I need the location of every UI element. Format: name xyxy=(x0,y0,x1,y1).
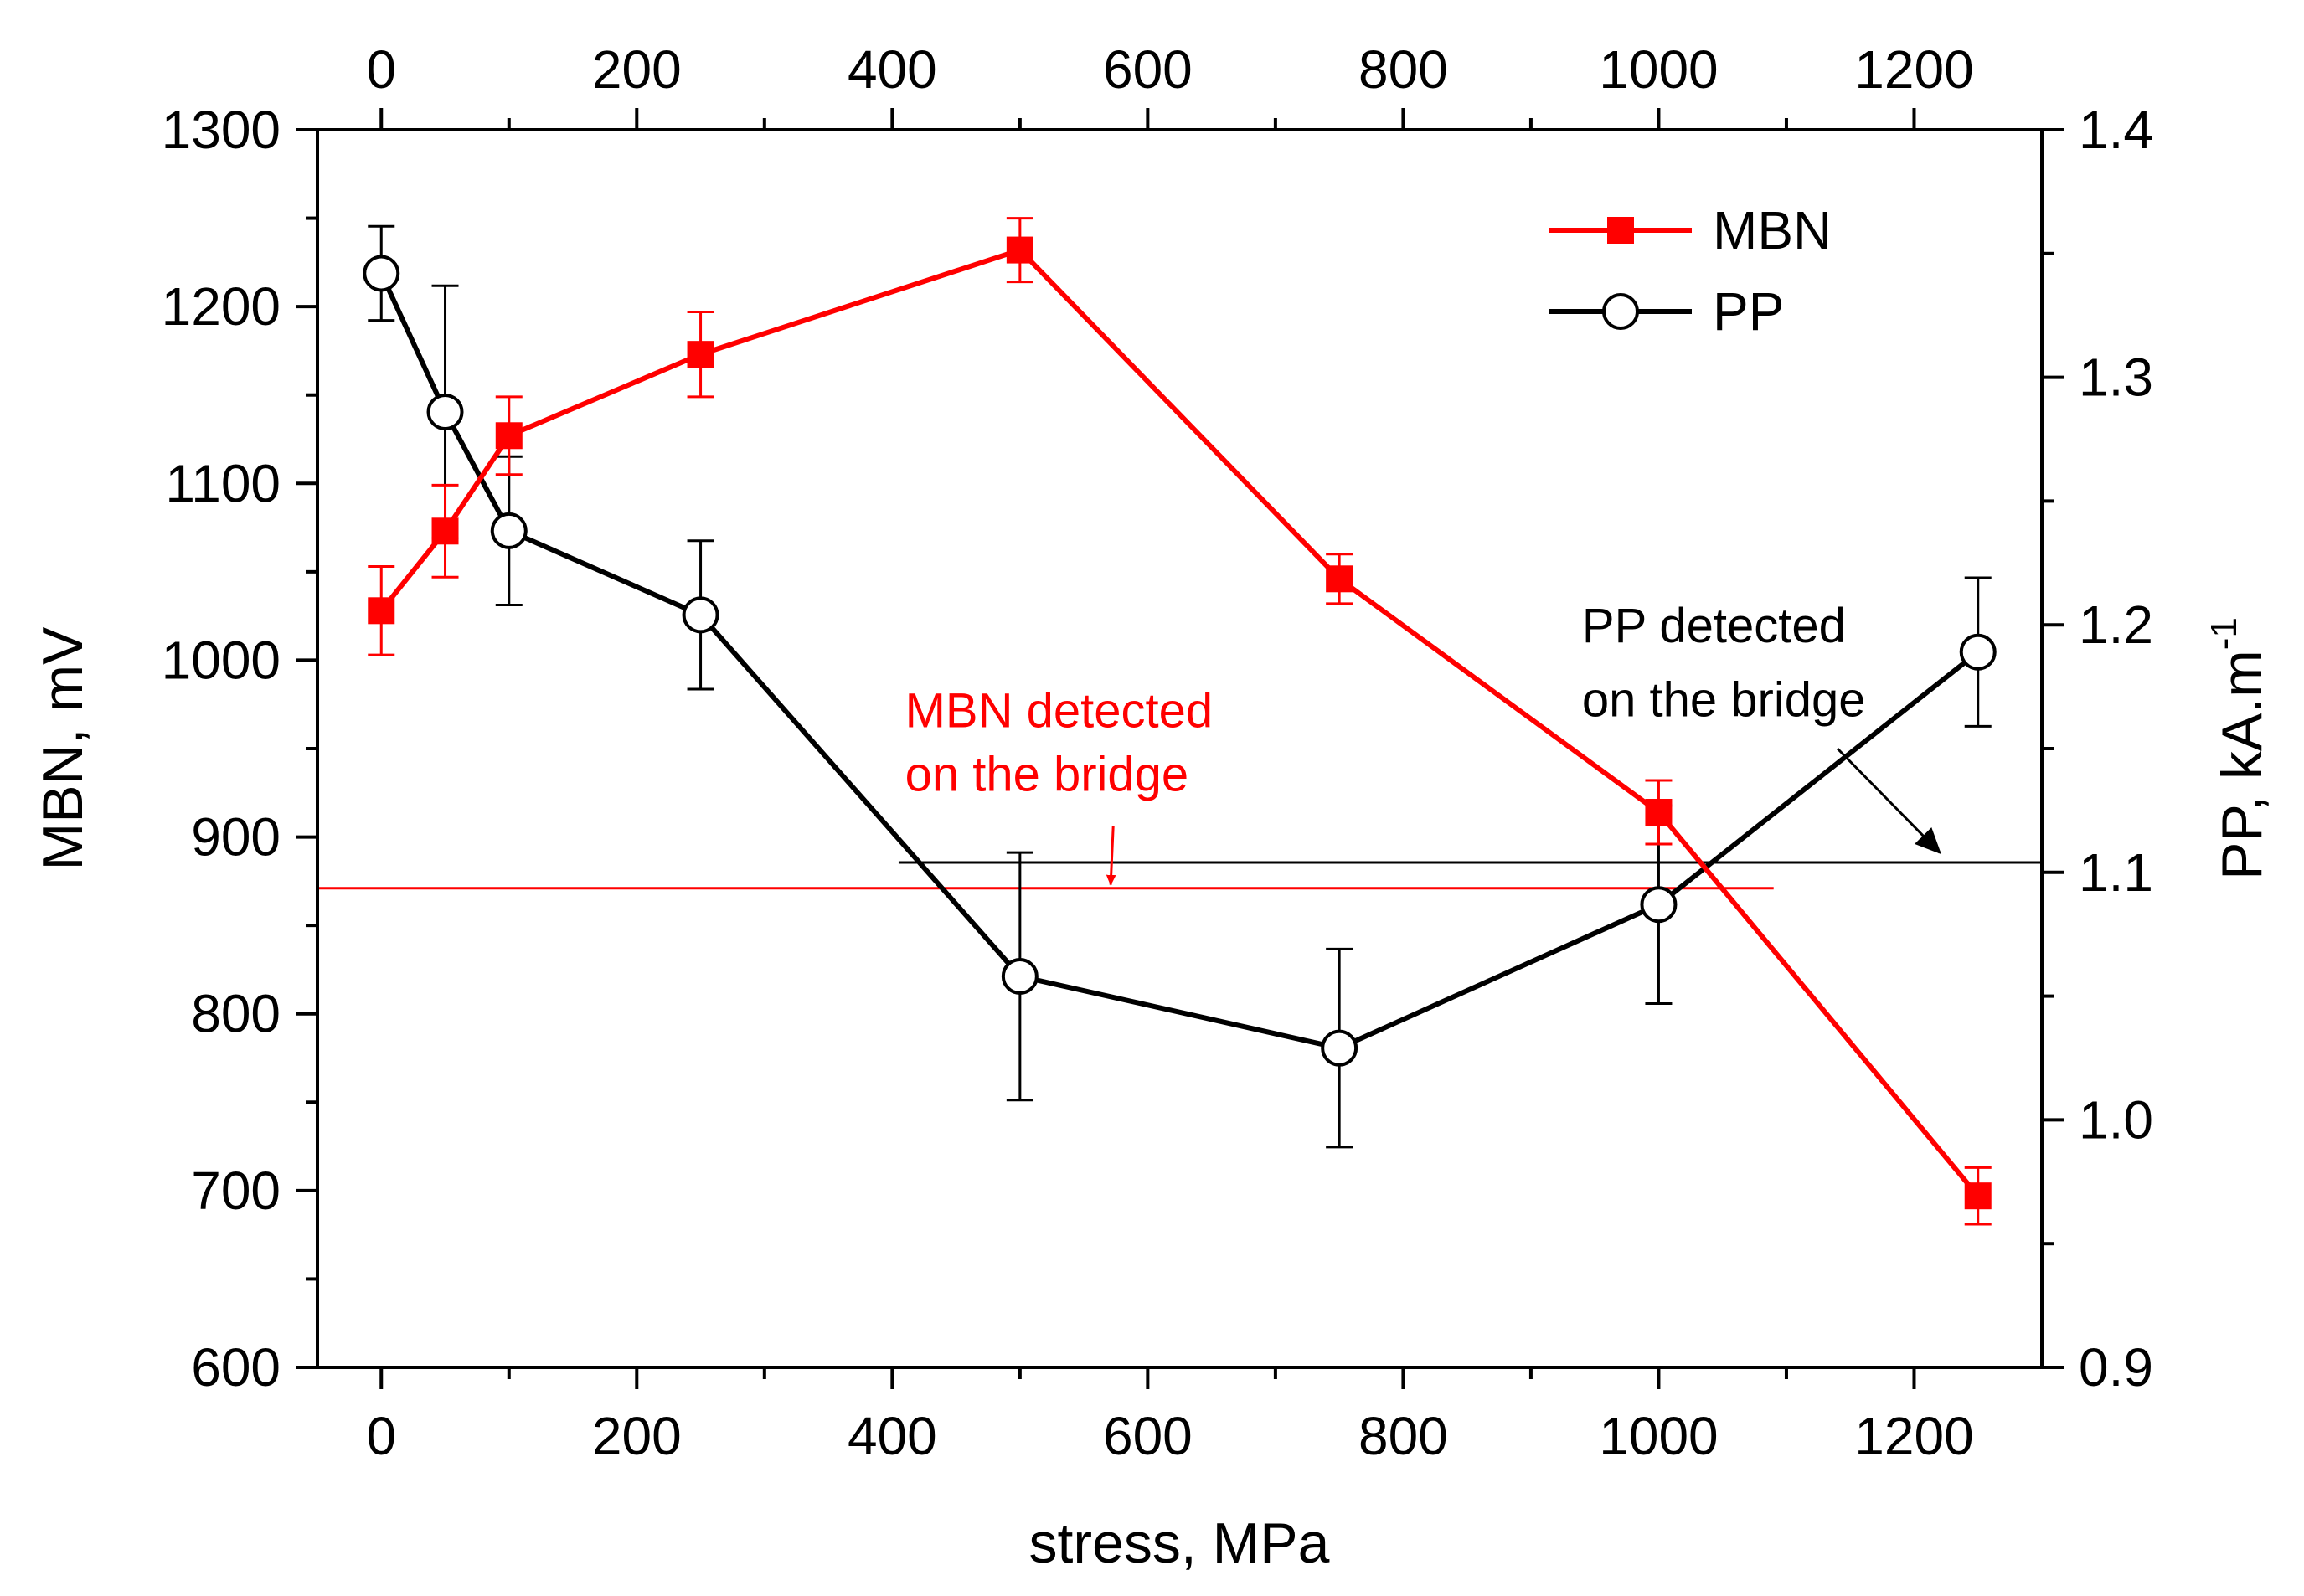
data-point xyxy=(1640,886,1678,924)
annotation-arrow xyxy=(1836,747,1941,855)
y-right-tick-label: 1.4 xyxy=(2079,100,2153,160)
x-axis-title: stress, MPa xyxy=(1029,1511,1330,1575)
x-tick-label-top: 200 xyxy=(592,39,682,100)
x-tick-label-bottom: 400 xyxy=(848,1406,937,1466)
y-left-tick-label: 600 xyxy=(191,1337,281,1398)
data-point xyxy=(1964,1182,1992,1210)
y-right-axis-title-sup: -1 xyxy=(2203,617,2245,650)
annotation: PP detected on the bridge xyxy=(1582,599,1941,855)
annotation-text: on the bridge xyxy=(905,748,1189,802)
y-left-tick-label: 1000 xyxy=(162,630,281,690)
y-right-tick-label: 0.9 xyxy=(2079,1337,2153,1398)
data-point xyxy=(495,422,523,450)
data-point xyxy=(1959,633,1997,671)
y-right-tick-label: 1.0 xyxy=(2079,1089,2153,1150)
legend-label: PP xyxy=(1713,281,1784,342)
data-point xyxy=(426,393,464,430)
y-right-tick-label: 1.3 xyxy=(2079,348,2153,408)
series-line xyxy=(379,272,1980,1051)
data-point xyxy=(687,341,714,368)
y-right-axis-title: PP, kA.m-1 xyxy=(2203,617,2274,880)
y-left-tick-label: 700 xyxy=(191,1161,281,1221)
x-tick-label-bottom: 800 xyxy=(1358,1406,1448,1466)
y-left-tick-label: 1200 xyxy=(162,276,281,337)
series-line xyxy=(379,247,1981,1198)
series-mbn xyxy=(368,217,1992,1226)
x-tick-label-bottom: 1000 xyxy=(1599,1406,1718,1466)
data-point xyxy=(1326,565,1353,593)
y-right-tick-label: 1.1 xyxy=(2079,842,2153,903)
x-tick-label-top: 1200 xyxy=(1854,39,1973,100)
data-point xyxy=(368,597,395,625)
y-left-tick-label: 900 xyxy=(191,807,281,868)
annotation: MBN detected on the bridge xyxy=(905,684,1214,886)
data-point xyxy=(363,255,400,292)
data-point xyxy=(490,512,528,549)
data-point xyxy=(1006,236,1033,264)
x-tick-label-top: 0 xyxy=(366,39,396,100)
legend-marker xyxy=(1602,293,1639,330)
annotation-arrow xyxy=(1106,826,1116,886)
annotation-text: PP detected xyxy=(1582,599,1846,653)
data-point xyxy=(1645,799,1673,826)
x-tick-label-top: 800 xyxy=(1358,39,1448,100)
legend-label: MBN xyxy=(1713,200,1832,260)
x-tick-label-top: 400 xyxy=(848,39,937,100)
data-point xyxy=(1001,957,1039,995)
x-tick-label-bottom: 0 xyxy=(366,1406,396,1466)
y-left-tick-label: 1100 xyxy=(165,453,281,513)
y-left-tick-label: 800 xyxy=(191,984,281,1044)
y-left-axis-title: MBN, mV xyxy=(31,626,95,871)
y-left-tick-label: 1300 xyxy=(162,100,281,160)
legend-marker xyxy=(1607,217,1634,244)
annotation-text: MBN detected xyxy=(905,684,1214,739)
legend: MBN PP xyxy=(1549,200,1832,342)
data-point xyxy=(431,517,459,545)
x-tick-label-top: 600 xyxy=(1103,39,1193,100)
x-tick-label-top: 1000 xyxy=(1599,39,1718,100)
y-right-tick-label: 1.2 xyxy=(2079,595,2153,655)
data-point xyxy=(1321,1029,1358,1067)
data-point xyxy=(682,596,719,634)
x-tick-label-bottom: 1200 xyxy=(1854,1406,1973,1466)
x-tick-label-bottom: 600 xyxy=(1103,1406,1193,1466)
annotation-text: on the bridge xyxy=(1582,673,1866,728)
y-right-axis-title-main: PP, kA.m xyxy=(2210,650,2274,880)
x-tick-label-bottom: 200 xyxy=(592,1406,682,1466)
